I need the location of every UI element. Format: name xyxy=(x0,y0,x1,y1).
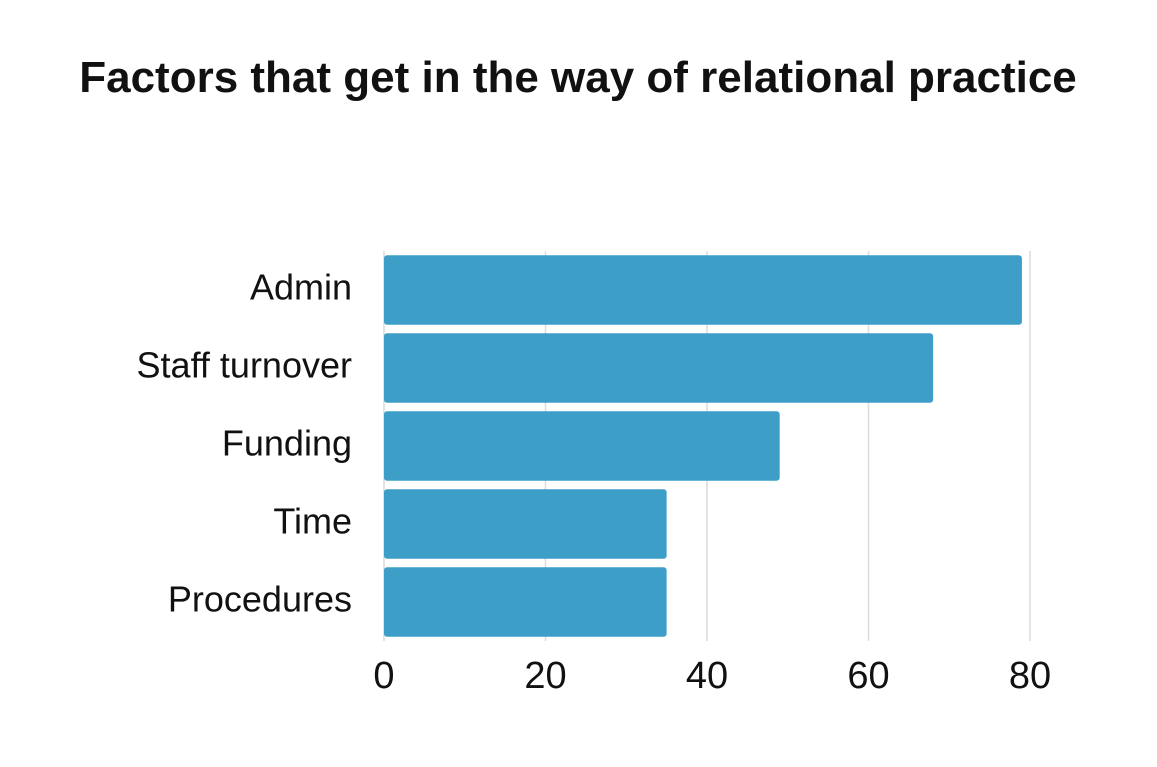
bar xyxy=(384,489,667,559)
x-tick-label: 80 xyxy=(1009,655,1051,697)
y-tick-label: Procedures xyxy=(168,579,352,620)
bar xyxy=(384,411,780,481)
y-tick-label: Staff turnover xyxy=(137,345,352,386)
y-tick-label: Admin xyxy=(250,267,352,308)
y-tick-label: Funding xyxy=(222,423,352,464)
x-tick-label: 20 xyxy=(524,655,566,697)
x-tick-label: 40 xyxy=(686,655,728,697)
y-tick-label: Time xyxy=(273,501,352,542)
bar xyxy=(384,567,667,637)
bar xyxy=(384,333,934,403)
chart-title: Factors that get in the way of relationa… xyxy=(79,53,1077,102)
bar xyxy=(384,255,1022,325)
x-tick-label: 60 xyxy=(847,655,889,697)
x-tick-label: 0 xyxy=(373,655,394,697)
